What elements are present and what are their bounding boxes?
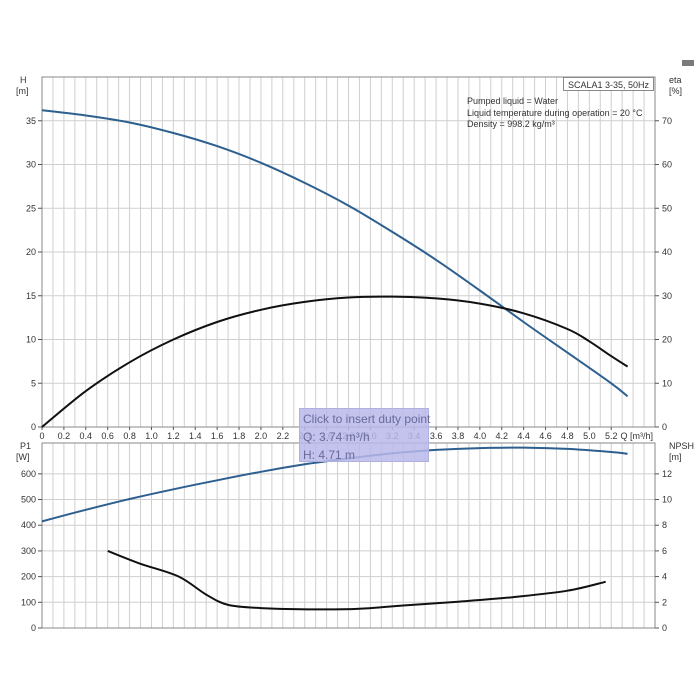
power-left-tick-label: 500 bbox=[21, 495, 36, 505]
head-right-tick-label: 0 bbox=[662, 422, 667, 432]
head-right-curve bbox=[41, 295, 629, 428]
x-tick-label: 0.4 bbox=[80, 431, 93, 441]
power-right-tick-label: 4 bbox=[662, 572, 667, 582]
power-right-tick-label: 0 bbox=[662, 623, 667, 633]
power-right-axis-name: NPSH bbox=[669, 441, 694, 451]
duty-point-tooltip[interactable]: Click to insert duty point Q: 3.74 m³/h … bbox=[299, 408, 431, 462]
x-tick-label: 1.8 bbox=[233, 431, 246, 441]
x-tick-label: 3.6 bbox=[430, 431, 443, 441]
power-left-tick-label: 400 bbox=[21, 520, 36, 530]
head-left-tick-label: 25 bbox=[26, 203, 36, 213]
x-tick-label: 4.8 bbox=[561, 431, 574, 441]
tooltip-title: Click to insert duty point bbox=[303, 412, 431, 426]
x-tick-label: 0.6 bbox=[101, 431, 114, 441]
power-right-tick-label: 6 bbox=[662, 546, 667, 556]
head-left-tick-label: 15 bbox=[26, 291, 36, 301]
power-right-tick-label: 10 bbox=[662, 495, 672, 505]
power-left-tick-label: 200 bbox=[21, 572, 36, 582]
x-tick-label: 0.2 bbox=[58, 431, 71, 441]
head-right-axis-name: eta bbox=[669, 75, 682, 85]
x-tick-label: 4.2 bbox=[495, 431, 508, 441]
power-right-tick-label: 12 bbox=[662, 469, 672, 479]
head-left-tick-label: 30 bbox=[26, 160, 36, 170]
x-tick-label: 5.2 bbox=[605, 431, 618, 441]
info-pumped-liquid: Pumped liquid = Water bbox=[467, 96, 558, 106]
x-axis-label: Q [m³/h] bbox=[620, 431, 653, 441]
power-left-tick-label: 600 bbox=[21, 469, 36, 479]
x-tick-label: 0 bbox=[39, 431, 44, 441]
head-right-tick-label: 10 bbox=[662, 378, 672, 388]
head-right-tick-label: 30 bbox=[662, 291, 672, 301]
power-right-tick-label: 2 bbox=[662, 597, 667, 607]
x-tick-label: 3.8 bbox=[452, 431, 465, 441]
x-tick-label: 2.0 bbox=[255, 431, 268, 441]
x-tick-label: 1.6 bbox=[211, 431, 224, 441]
power-right-axis-unit: [m] bbox=[669, 452, 682, 462]
head-left-tick-label: 10 bbox=[26, 335, 36, 345]
x-tick-label: 5.0 bbox=[583, 431, 596, 441]
head-left-tick-label: 5 bbox=[31, 378, 36, 388]
x-tick-label: 2.2 bbox=[277, 431, 290, 441]
head-left-axis-unit: [m] bbox=[16, 86, 29, 96]
info-liquid-temperature: Liquid temperature during operation = 20… bbox=[467, 108, 643, 118]
x-tick-label: 4.4 bbox=[517, 431, 530, 441]
power-left-axis-unit: [W] bbox=[16, 452, 30, 462]
power-right-tick-label: 8 bbox=[662, 520, 667, 530]
menu-icon[interactable] bbox=[682, 60, 694, 66]
tooltip-q-value: Q: 3.74 m³/h bbox=[303, 430, 370, 444]
head-right-axis-unit: [%] bbox=[669, 86, 682, 96]
x-tick-label: 4.0 bbox=[474, 431, 487, 441]
head-left-tick-label: 0 bbox=[31, 422, 36, 432]
power-left-tick-label: 300 bbox=[21, 546, 36, 556]
x-tick-label: 4.6 bbox=[539, 431, 552, 441]
head-left-tick-label: 35 bbox=[26, 116, 36, 126]
head-left-axis-name: H bbox=[20, 75, 27, 85]
model-label: SCALA1 3-35, 50Hz bbox=[563, 77, 655, 91]
head-right-tick-label: 50 bbox=[662, 203, 672, 213]
head-right-tick-label: 40 bbox=[662, 247, 672, 257]
x-tick-label: 0.8 bbox=[123, 431, 136, 441]
head-right-tick-label: 70 bbox=[662, 116, 672, 126]
x-tick-label: 1.0 bbox=[145, 431, 158, 441]
tooltip-h-value: H: 4.71 m bbox=[303, 448, 356, 462]
power-left-tick-label: 0 bbox=[31, 623, 36, 633]
head-right-tick-label: 20 bbox=[662, 335, 672, 345]
power-left-tick-label: 100 bbox=[21, 597, 36, 607]
head-left-curve bbox=[41, 109, 629, 398]
info-density: Density = 998.2 kg/m³ bbox=[467, 119, 555, 129]
x-tick-label: 1.4 bbox=[189, 431, 202, 441]
x-tick-label: 1.2 bbox=[167, 431, 180, 441]
power-left-axis-name: P1 bbox=[20, 441, 31, 451]
power-right-curve bbox=[107, 549, 606, 611]
head-left-tick-label: 20 bbox=[26, 247, 36, 257]
head-right-tick-label: 60 bbox=[662, 160, 672, 170]
